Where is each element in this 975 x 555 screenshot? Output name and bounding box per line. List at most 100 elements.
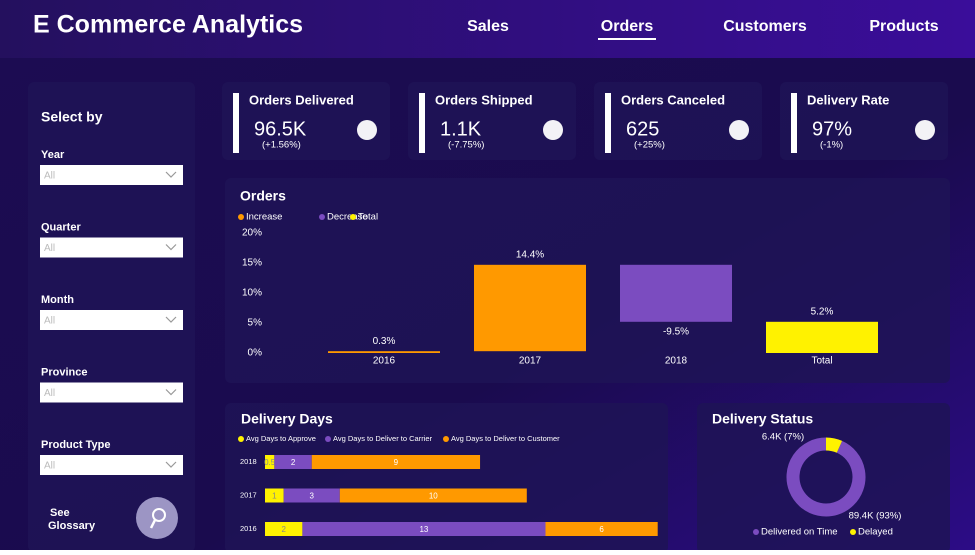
filter-value: All [44,171,55,182]
filter-dropdown[interactable] [40,455,183,475]
value-label: -9.5% [663,326,689,337]
x-tick-label: 2017 [519,356,542,367]
legend-label: Delayed [858,527,893,538]
segment-label: 9 [394,458,399,467]
segment-label: 10 [429,492,438,501]
app-title: E Commerce Analytics [33,11,303,39]
filter-dropdown[interactable] [40,165,183,185]
stacked-bar-segment [302,522,546,536]
y-tick-label: 20% [242,228,262,239]
orders-title: Orders [240,188,286,204]
x-tick-label: 2018 [665,356,688,367]
glossary-button[interactable] [136,497,178,539]
delivery-status-panel [697,403,950,553]
nav-link[interactable]: Sales [467,18,509,35]
stacked-bar-segment [274,455,312,469]
kpi-icon [357,120,377,140]
filter-label: Province [41,366,87,378]
waterfall-bar [766,321,878,353]
segment-label: 0.5 [264,458,276,467]
stacked-bar-segment [311,455,481,469]
value-label: 5.2% [811,306,834,317]
y-category-label: 2016 [240,524,257,533]
stacked-bar-segment [283,488,340,503]
filter-value: All [44,461,55,472]
kpi-value: 625 [626,118,659,140]
nav-link[interactable]: Products [869,18,938,35]
header-bar [0,0,975,58]
dropdown-arrow [165,316,177,323]
kpi-card [594,82,762,160]
x-tick-label: 2016 [373,356,396,367]
y-tick-label: 10% [242,288,262,299]
segment-label: 2 [291,458,296,467]
kpi-change: (+1.56%) [262,140,301,151]
search-icon [152,508,166,522]
kpi-icon [915,120,935,140]
legend-label: Delivered on Time [761,527,838,538]
kpi-value: 1.1K [440,118,482,140]
legend-label: Avg Days to Deliver to Carrier [333,434,433,443]
kpi-value: 97% [812,118,852,140]
y-tick-label: 15% [242,258,262,269]
nav-link[interactable]: Customers [723,18,807,35]
delivery-status-title: Delivery Status [712,411,813,427]
legend-label: Total [358,212,378,223]
legend-label: Avg Days to Approve [246,434,316,443]
search-icon-handle [149,519,157,529]
segment-label: 13 [419,525,428,534]
y-tick-label: 5% [248,318,263,329]
kpi-label: Orders Delivered [249,92,354,107]
filter-dropdown[interactable] [40,382,183,403]
y-category-label: 2018 [240,457,257,466]
filter-value: All [44,316,55,327]
y-tick-label: 0% [248,348,263,359]
filter-title: Select by [41,109,103,125]
kpi-change: (-7.75%) [448,140,484,151]
filter-label: Product Type [41,439,110,451]
donut-slice [825,437,843,453]
waterfall-bar [620,264,732,322]
segment-label: 1 [272,492,277,501]
delivery-days-panel [225,403,668,553]
slice-label: 89.4K (93%) [849,511,902,522]
stacked-bar-segment [339,488,527,503]
dropdown-arrow [165,171,177,178]
legend-dot [325,436,331,442]
kpi-icon [729,120,749,140]
legend-dot [319,214,325,220]
stacked-bar-segment [545,522,658,536]
filter-dropdown[interactable] [40,237,183,258]
legend-label: Decrease [327,212,368,223]
nav-link[interactable]: Orders [601,18,654,35]
kpi-change: (+25%) [634,140,665,151]
waterfall-bar [474,264,586,352]
segment-label: 2 [281,525,286,534]
y-category-label: 2017 [240,490,257,499]
segment-label: 3 [310,492,315,501]
kpi-accent [233,93,239,153]
waterfall-bar [328,351,440,353]
legend-dot [238,214,244,220]
kpi-accent [791,93,797,153]
filter-value: All [44,388,55,399]
stacked-bar-segment [265,488,284,503]
kpi-icon [543,120,563,140]
nav-underline [598,38,656,40]
x-tick-label: Total [811,356,832,367]
dropdown-arrow [165,461,177,468]
delivery-days-title: Delivery Days [241,411,333,427]
kpi-card [780,82,948,160]
kpi-label: Delivery Rate [807,92,889,107]
glossary-label[interactable]: Glossary [48,520,96,532]
filter-dropdown[interactable] [40,310,183,330]
glossary-label[interactable]: See [50,507,70,519]
kpi-value: 96.5K [254,118,307,140]
dropdown-arrow [165,244,177,251]
stacked-bar-segment [265,522,303,536]
legend-dot [350,214,356,220]
kpi-card [222,82,390,160]
filter-label: Year [41,149,65,161]
